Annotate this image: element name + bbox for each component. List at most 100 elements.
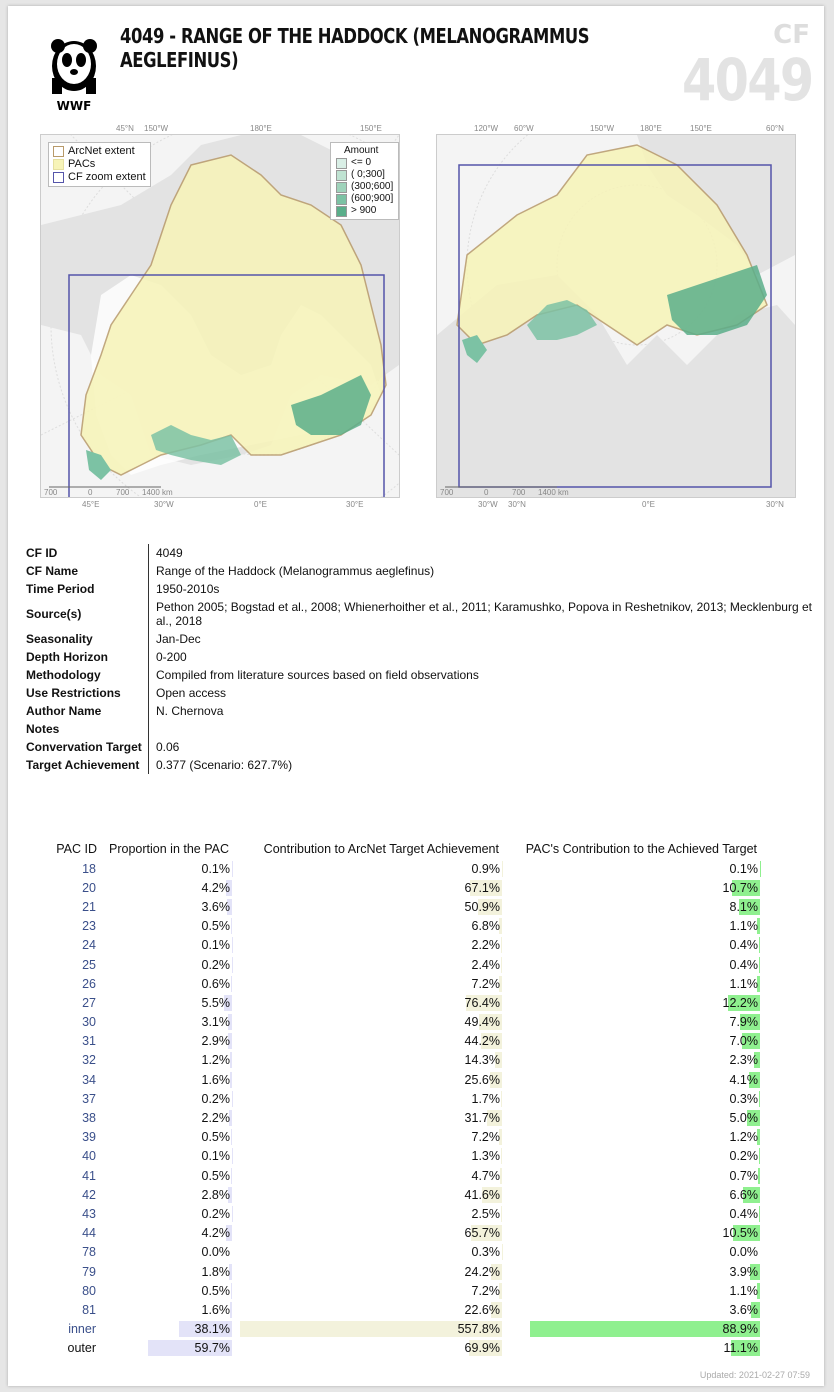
pac-id-link[interactable]: 31 bbox=[82, 1034, 96, 1049]
achieved-cell: 3.9% bbox=[502, 1262, 760, 1281]
pac-id-link[interactable]: 32 bbox=[82, 1053, 96, 1068]
achieved-bar bbox=[758, 956, 760, 973]
pac-id-link[interactable]: 80 bbox=[82, 1283, 96, 1298]
contribution-bar bbox=[487, 1110, 502, 1127]
pac-id-link[interactable]: 34 bbox=[82, 1072, 96, 1087]
pac-id-link[interactable]: 41 bbox=[82, 1168, 96, 1183]
achieved-cell: 0.4% bbox=[502, 936, 760, 955]
proportion-cell-content: 4.2% bbox=[100, 879, 232, 897]
proportion-cell-content: 1.6% bbox=[100, 1301, 232, 1319]
proportion-bar bbox=[227, 1014, 232, 1031]
proportion-cell-content: 1.2% bbox=[100, 1051, 232, 1069]
pac-id-link[interactable]: 20 bbox=[82, 880, 96, 895]
achieved-cell: 8.1% bbox=[502, 897, 760, 916]
pac-id-link[interactable]: 39 bbox=[82, 1130, 96, 1145]
pac-id-link[interactable]: 30 bbox=[82, 1015, 96, 1030]
proportion-value: 0.1% bbox=[201, 861, 231, 876]
pac-id-link[interactable]: inner bbox=[68, 1322, 96, 1337]
achieved-cell-content: 0.7% bbox=[502, 1167, 760, 1185]
achieved-value: 11.1% bbox=[723, 1341, 758, 1356]
achieved-cell: 0.4% bbox=[502, 1204, 760, 1223]
contribution-cell-content: 65.7% bbox=[232, 1224, 502, 1242]
pac-id-link[interactable]: 42 bbox=[82, 1187, 96, 1202]
pac-id-link[interactable]: 23 bbox=[82, 919, 96, 934]
pac-id-link[interactable]: 79 bbox=[82, 1264, 96, 1279]
pac-id-link[interactable]: 81 bbox=[82, 1302, 96, 1317]
pac-id-link[interactable]: 27 bbox=[82, 995, 96, 1010]
contribution-cell: 76.4% bbox=[232, 993, 502, 1012]
achieved-value: 1.1% bbox=[729, 1283, 759, 1298]
achieved-value: 5.0% bbox=[729, 1111, 759, 1126]
achieved-bar bbox=[759, 1148, 760, 1165]
page-title: 4049 - RANGE OF THE HADDOCK (MELANOGRAMM… bbox=[120, 24, 590, 72]
pac-id-link[interactable]: 78 bbox=[82, 1245, 96, 1260]
proportion-value: 38.1% bbox=[194, 1322, 230, 1337]
achieved-bar bbox=[757, 918, 760, 935]
pac-id-link[interactable]: 44 bbox=[82, 1226, 96, 1241]
meta-row: Methodology Compiled from literature sour… bbox=[26, 666, 816, 684]
achieved-cell: 6.6% bbox=[502, 1185, 760, 1204]
contribution-bar bbox=[482, 1186, 502, 1203]
meta-key: Depth Horizon bbox=[26, 648, 149, 666]
contribution-bar bbox=[470, 879, 502, 896]
contribution-bar bbox=[471, 1225, 502, 1242]
table-row: 24 0.1% 2.2% 0.4% bbox=[48, 936, 760, 955]
achieved-cell: 12.2% bbox=[502, 993, 760, 1012]
contribution-cell: 2.5% bbox=[232, 1204, 502, 1223]
contribution-cell: 1.3% bbox=[232, 1147, 502, 1166]
proportion-value: 1.2% bbox=[201, 1053, 231, 1068]
pac-id-link[interactable]: 21 bbox=[82, 899, 96, 914]
contribution-value: 69.9% bbox=[464, 1341, 500, 1356]
amount-class-0: <= 0 bbox=[336, 157, 393, 169]
contribution-cell-content: 4.7% bbox=[232, 1167, 502, 1185]
amount-swatch-3 bbox=[336, 193, 347, 205]
achieved-cell-content: 2.3% bbox=[502, 1051, 760, 1069]
pac-id-link[interactable]: 37 bbox=[82, 1091, 96, 1106]
cf-label: CF bbox=[773, 20, 810, 50]
table-row: 18 0.1% 0.9% 0.1% bbox=[48, 859, 760, 878]
achieved-value: 10.5% bbox=[722, 1226, 758, 1241]
proportion-value: 4.2% bbox=[201, 880, 231, 895]
achieved-cell-content: 11.1% bbox=[502, 1339, 760, 1357]
meta-key: Source(s) bbox=[26, 598, 149, 630]
pac-id-link[interactable]: 25 bbox=[82, 957, 96, 972]
proportion-value: 0.5% bbox=[201, 919, 231, 934]
achieved-cell-content: 7.0% bbox=[502, 1032, 760, 1050]
contribution-value: 2.5% bbox=[471, 1206, 501, 1221]
pac-id-link[interactable]: 24 bbox=[82, 938, 96, 953]
achieved-bar bbox=[728, 994, 760, 1011]
proportion-cell-content: 0.2% bbox=[100, 956, 232, 974]
contribution-cell-content: 25.6% bbox=[232, 1071, 502, 1089]
contribution-bar bbox=[466, 994, 502, 1011]
contribution-cell-content: 22.6% bbox=[232, 1301, 502, 1319]
map1-scale-label: 700 bbox=[44, 488, 58, 497]
achieved-value: 1.1% bbox=[729, 919, 759, 934]
achieved-value: 6.6% bbox=[729, 1187, 759, 1202]
pac-id-link[interactable]: 18 bbox=[82, 861, 96, 876]
map1-scale-label: 700 bbox=[116, 488, 130, 497]
achieved-cell: 7.9% bbox=[502, 1013, 760, 1032]
pac-id-link[interactable]: 26 bbox=[82, 976, 96, 991]
achieved-value: 0.7% bbox=[729, 1168, 759, 1183]
pac-id-link[interactable]: 40 bbox=[82, 1149, 96, 1164]
contribution-value: 50.9% bbox=[464, 899, 500, 914]
achieved-bar bbox=[741, 1033, 760, 1050]
achieved-value: 0.3% bbox=[729, 1091, 759, 1106]
proportion-cell: 0.1% bbox=[100, 859, 232, 878]
achieved-cell-content: 1.1% bbox=[502, 1282, 760, 1300]
map-zoom-svg bbox=[437, 135, 795, 497]
pac-id-link[interactable]: 43 bbox=[82, 1206, 96, 1221]
proportion-cell: 0.5% bbox=[100, 917, 232, 936]
proportion-value: 3.6% bbox=[201, 899, 231, 914]
proportion-cell: 0.5% bbox=[100, 1128, 232, 1147]
contribution-value: 41.6% bbox=[464, 1187, 500, 1202]
contribution-cell-content: 67.1% bbox=[232, 879, 502, 897]
contribution-cell: 44.2% bbox=[232, 1032, 502, 1051]
meta-row: Author Name N. Chernova bbox=[26, 702, 816, 720]
pac-id-link[interactable]: 38 bbox=[82, 1111, 96, 1126]
amount-label-0: <= 0 bbox=[351, 157, 372, 168]
proportion-value: 0.6% bbox=[201, 976, 231, 991]
achieved-cell-content: 0.2% bbox=[502, 1147, 760, 1165]
legend-arcnet-extent: ArcNet extent bbox=[53, 145, 146, 158]
proportion-cell: 1.8% bbox=[100, 1262, 232, 1281]
